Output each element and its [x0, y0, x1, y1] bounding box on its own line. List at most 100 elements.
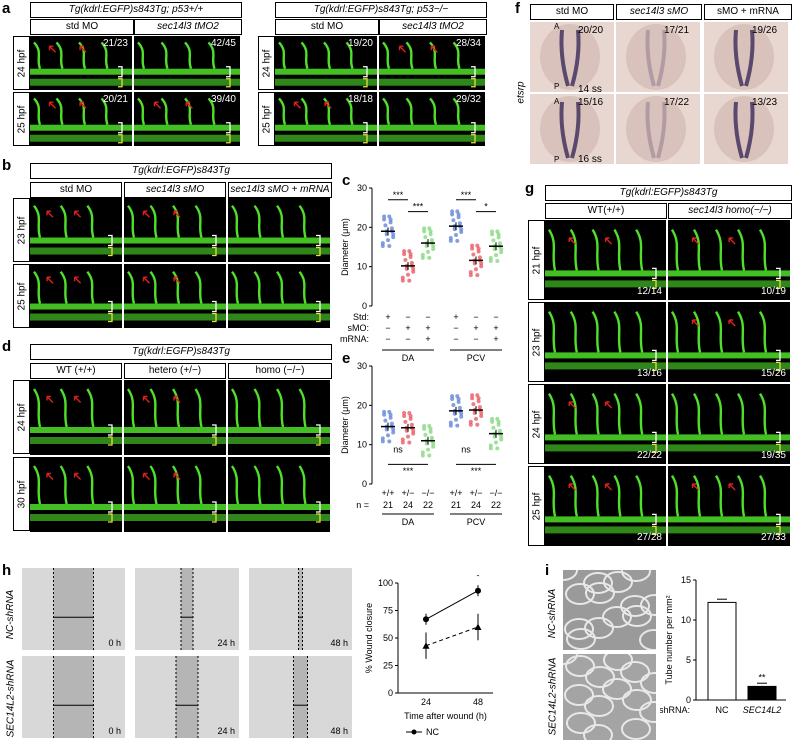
condition-sign: − [453, 334, 458, 344]
dorsal-aorta [30, 504, 122, 510]
panel-f-count-11: 20/20 [578, 25, 604, 36]
intersegmental-vessel [613, 474, 622, 517]
group-label: PCV [467, 353, 486, 363]
panel-h-chart: 0 25 50 75 100 24 48 % Wound closure Time after … [364, 575, 493, 740]
intersegmental-vessel [100, 97, 109, 126]
panel-label-b: b [2, 157, 12, 174]
intersegmental-vessel [298, 388, 307, 428]
vessel-drawing [30, 270, 122, 323]
intersegmental-vessel [405, 41, 414, 70]
intersegmental-vessel [736, 392, 746, 435]
wound-gap [53, 656, 94, 738]
vessel-drawing [545, 474, 666, 536]
etsrp-stripe-left [645, 29, 656, 87]
intersegmental-vessel [253, 270, 262, 304]
intersegmental-vessel [78, 97, 87, 126]
panel-a-right-col2: sec14l3 tMO2 [379, 19, 487, 35]
bracket-white [316, 300, 321, 313]
intersegmental-vessel [32, 388, 42, 428]
intersegmental-vessel [253, 465, 262, 505]
vessel-drawing [228, 465, 330, 523]
data-point [475, 422, 480, 427]
condition-sign: + [473, 323, 478, 333]
vessel-drawing [30, 388, 122, 446]
intersegmental-vessel [345, 41, 354, 70]
panel-i-image-2 [563, 654, 656, 740]
cardinal-vein [275, 134, 377, 142]
data-point [450, 397, 455, 402]
panel-h-row2: SEC14L2-shRNA [2, 658, 20, 738]
intersegmental-vessel [100, 41, 109, 70]
cardinal-vein [30, 437, 122, 444]
significance-label: *** [403, 466, 414, 476]
data-point [456, 212, 461, 217]
condition-sign: − [473, 334, 478, 344]
data-point [382, 412, 387, 417]
data-point [479, 411, 484, 416]
panel-d-col1: WT (+/+) [30, 363, 122, 379]
dorsal-aorta [545, 270, 666, 277]
data-point [471, 252, 476, 257]
data-point [468, 273, 473, 278]
panel-b-image-13 [228, 198, 330, 262]
intersegmental-vessel [194, 270, 203, 304]
data-point [388, 217, 393, 222]
tube-network [583, 724, 613, 740]
bracket-white [652, 267, 657, 280]
data-point [403, 419, 408, 424]
tube-network [621, 718, 651, 740]
intersegmental-vessel [569, 228, 578, 271]
bracket-white [316, 501, 321, 513]
data-point [380, 439, 385, 444]
panel-g-row4: 25 hpf [528, 466, 545, 546]
panel-g-image-22: 15/26 [668, 302, 790, 382]
intersegmental-vessel [547, 392, 557, 435]
data-point [459, 414, 464, 419]
data-point [431, 244, 436, 249]
y-tick-label: 20 [357, 400, 367, 410]
panel-f-stage-2: 16 ss [578, 154, 602, 165]
tube-network [602, 606, 632, 628]
red-arrow-icon [46, 210, 54, 218]
cardinal-vein [228, 514, 330, 521]
panel-g-col2: sec14l3 homo(−/−) [668, 203, 792, 219]
intersegmental-vessel [670, 392, 680, 435]
y-axis-label: Tube number per mm² [664, 595, 674, 684]
significance-label: ns [393, 445, 403, 455]
panel-a-left-title: Tg(kdrl:EGFP)s843Tg; p53+/+ [30, 2, 242, 18]
bar [707, 601, 737, 701]
panel-d-title: Tg(kdrl:EGFP)s843Tg [30, 344, 332, 360]
tube-network [585, 666, 615, 688]
panel-d-col3: homo (−/−) [228, 363, 332, 379]
panel-label-f: f [515, 0, 520, 17]
intersegmental-vessel [86, 465, 95, 505]
bracket-white [108, 501, 113, 513]
group-label: DA [402, 517, 415, 527]
dorsal-aorta [228, 237, 330, 244]
bracket-yellow [471, 78, 476, 88]
intersegmental-vessel [184, 97, 193, 126]
intersegmental-vessel [231, 270, 240, 304]
intersegmental-vessel [758, 392, 768, 435]
red-arrow-icon [728, 319, 736, 327]
data-point [459, 411, 464, 416]
panel-g-image-11: 12/14 [545, 220, 666, 300]
intersegmental-vessel [298, 204, 307, 238]
red-arrow-icon [691, 319, 699, 327]
dorsal-aorta [228, 303, 330, 310]
panel-a-image-l22: 39/40 [134, 92, 240, 146]
data-point [497, 241, 502, 246]
data-point [495, 446, 500, 451]
intersegmental-vessel [32, 465, 42, 505]
intersegmental-vessel [149, 270, 158, 304]
data-point [495, 258, 500, 263]
bracket-yellow [652, 525, 657, 536]
panel-f-count-21: 15/16 [578, 97, 604, 108]
data-point [406, 434, 410, 439]
intersegmental-vessel [149, 388, 158, 428]
panel-a-right-row2: 25 hpf [258, 92, 275, 146]
panel-d-image-12 [124, 380, 226, 455]
red-arrow-icon [728, 483, 736, 491]
intersegmental-vessel [382, 97, 391, 126]
panel-b-col1: std MO [30, 182, 122, 198]
